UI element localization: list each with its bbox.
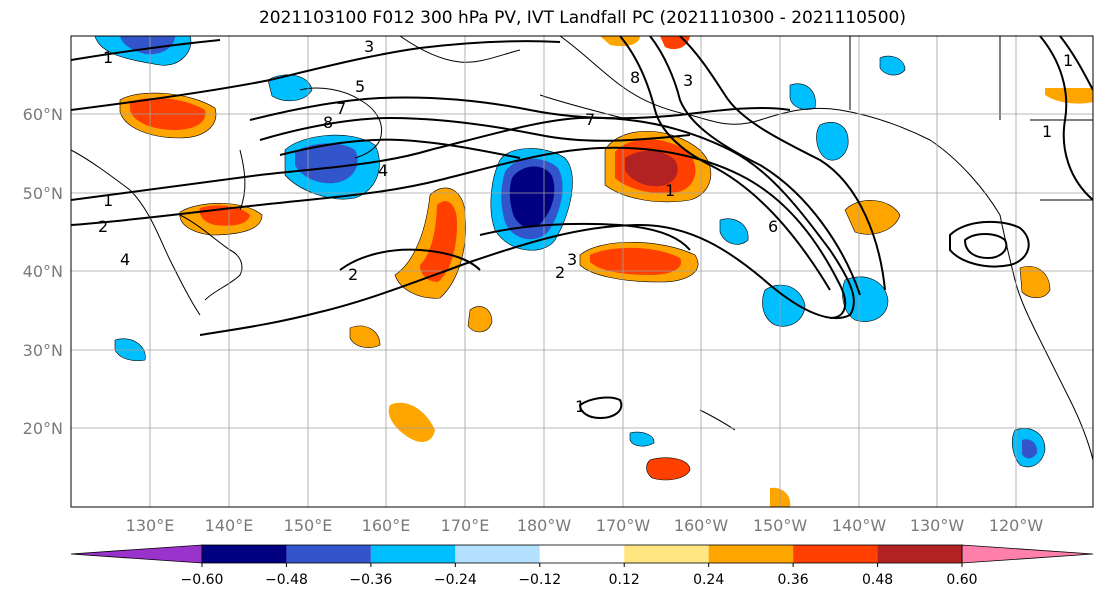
- map-panel: [71, 36, 1093, 507]
- lon-label: 160°E: [362, 516, 411, 535]
- colorbar-swatch: [202, 545, 287, 563]
- contour-label: 1: [665, 181, 675, 200]
- coastlines: [71, 36, 1093, 461]
- colorbar-tick-label: 0.60: [946, 572, 977, 588]
- lat-label: 20°N: [23, 419, 63, 438]
- colorbar-swatch: [793, 545, 878, 563]
- contour-label: 3: [364, 37, 374, 56]
- lon-label: 180°W: [517, 516, 572, 535]
- contour-label: 2: [98, 217, 108, 236]
- contour-label: 2: [348, 265, 358, 284]
- latitude-labels: 60°N 50°N 40°N 30°N 20°N: [23, 105, 63, 438]
- contour-label: 7: [336, 99, 346, 118]
- map-title: 2021103100 F012 300 hPa PV, IVT Landfall…: [258, 8, 906, 28]
- colorbar-outline: [201, 544, 963, 564]
- lat-label: 60°N: [23, 105, 63, 124]
- colorbar-swatch: [455, 545, 540, 563]
- lon-label: 120°W: [989, 516, 1044, 535]
- lon-label: 130°E: [126, 516, 175, 535]
- colorbar-tick-label: 0.48: [862, 572, 893, 588]
- lon-label: 170°W: [596, 516, 651, 535]
- colorbar-tick-label: 0.36: [778, 572, 809, 588]
- contour-label: 4: [120, 250, 130, 269]
- lat-label: 30°N: [23, 341, 63, 360]
- ivt-contours: [71, 36, 1093, 420]
- contour-label: 1: [103, 48, 113, 67]
- contour-label: 3: [683, 71, 693, 90]
- contour-label: 4: [378, 161, 388, 180]
- contour-label: 5: [355, 77, 365, 96]
- colorbar-swatch: [539, 545, 625, 563]
- colorbar-tick-label: −0.48: [265, 572, 308, 588]
- colorbar-tick-label: 0.24: [693, 572, 724, 588]
- colorbar-tick-label: −0.24: [434, 572, 477, 588]
- contour-label: 6: [768, 217, 778, 236]
- colorbar: −0.60 −0.48 −0.36 −0.24 −0.12 0.12 0.24 0.36 0.4…: [70, 544, 1094, 588]
- contour-label: 1: [1042, 122, 1052, 141]
- contour-label: 2: [555, 263, 565, 282]
- lon-label: 160°W: [674, 516, 729, 535]
- lon-label: 150°E: [284, 516, 333, 535]
- contour-label: 3: [567, 250, 577, 269]
- graticule: [71, 36, 1093, 507]
- contour-label: 1: [1063, 51, 1073, 70]
- longitude-labels: 130°E 140°E 150°E 160°E 170°E 180°W 170°…: [126, 516, 1044, 535]
- colorbar-swatch: [286, 545, 371, 563]
- contour-label: 1: [103, 191, 113, 210]
- contour-label: 8: [630, 68, 640, 87]
- contour-label: 1: [575, 397, 585, 416]
- lat-label: 40°N: [23, 262, 63, 281]
- colorbar-tick-label: −0.36: [349, 572, 392, 588]
- pv-anomaly-fill: [94, 36, 1093, 507]
- colorbar-swatch: [370, 545, 456, 563]
- contour-label: 8: [323, 113, 333, 132]
- colorbar-extend-high: [961, 544, 1094, 564]
- map-frame: [70, 35, 1094, 508]
- colorbar-swatch: [877, 545, 962, 563]
- lon-label: 150°W: [753, 516, 808, 535]
- colorbar-swatch: [624, 545, 709, 563]
- contour-label: 7: [585, 110, 595, 129]
- lon-label: 170°E: [441, 516, 490, 535]
- colorbar-swatch: [708, 545, 794, 563]
- colorbar-tick-label: 0.12: [609, 572, 640, 588]
- colorbar-extend-low: [70, 544, 203, 564]
- lat-label: 50°N: [23, 184, 63, 203]
- colorbar-tick-label: −0.60: [181, 572, 224, 588]
- contour-labels: 1 3 5 7 8 4 1 2 4 3 2 3 1 7 6 1 8 1 2 1: [98, 37, 1073, 416]
- lon-label: 130°W: [910, 516, 965, 535]
- lon-label: 140°W: [832, 516, 887, 535]
- colorbar-tick-label: −0.12: [518, 572, 561, 588]
- lon-label: 140°E: [205, 516, 254, 535]
